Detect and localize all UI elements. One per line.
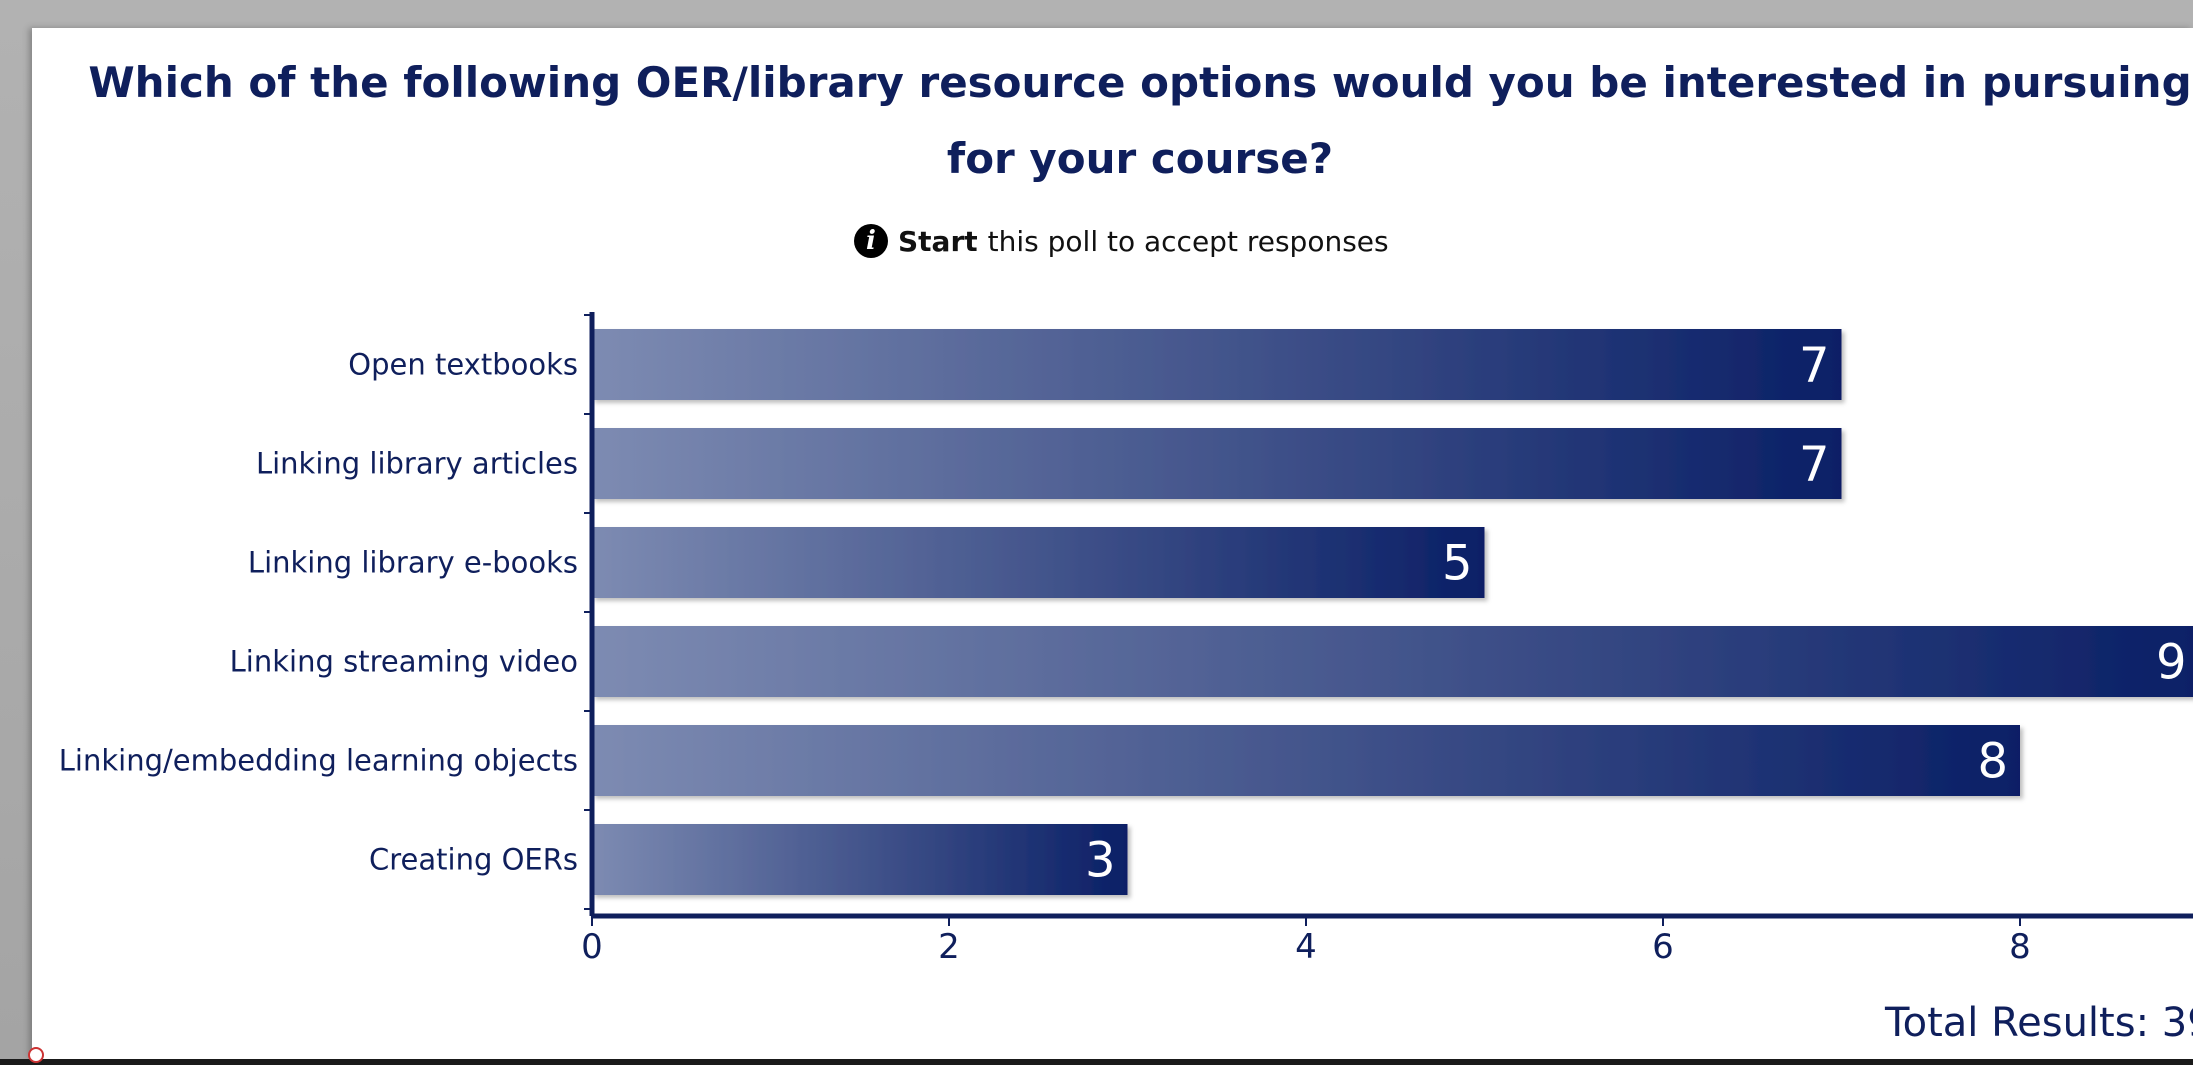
category-label-3: Linking streaming video bbox=[230, 645, 578, 679]
category-label-4: Linking/embedding learning objects bbox=[59, 744, 578, 778]
x-tick-label-1: 2 bbox=[938, 927, 960, 967]
category-label-0: Open textbooks bbox=[348, 348, 578, 382]
bar-2 bbox=[592, 527, 1485, 598]
bar-1 bbox=[592, 428, 1842, 499]
bar-value-label-1: 7 bbox=[1799, 437, 1830, 493]
x-tick-label-0: 0 bbox=[581, 927, 603, 967]
bar-3 bbox=[592, 626, 2193, 697]
bar-value-label-4: 8 bbox=[1977, 734, 2008, 790]
bar-4 bbox=[592, 725, 2020, 796]
bar-value-label-5: 3 bbox=[1085, 833, 1116, 889]
info-icon: i bbox=[854, 224, 888, 258]
x-tick-label-4: 8 bbox=[2009, 927, 2031, 967]
poll-title: Which of the following OER/library resou… bbox=[88, 58, 2192, 183]
bar-value-label-3: 9 bbox=[2156, 635, 2187, 691]
bar-value-label-2: 5 bbox=[1442, 536, 1473, 592]
bottom-bar bbox=[0, 1059, 2193, 1065]
poll-status-notice: i Start this poll to accept responses bbox=[854, 216, 1389, 266]
bar-0 bbox=[592, 329, 1842, 400]
category-label-5: Creating OERs bbox=[369, 843, 578, 877]
x-tick-label-3: 6 bbox=[1652, 927, 1674, 967]
record-indicator-icon bbox=[28, 1047, 44, 1063]
bar-5 bbox=[592, 824, 1128, 895]
bar-value-label-0: 7 bbox=[1799, 338, 1830, 394]
category-label-2: Linking library e-books bbox=[248, 546, 578, 580]
x-tick-label-2: 4 bbox=[1295, 927, 1317, 967]
total-results-label: Total Results: 39 bbox=[1884, 1000, 2193, 1046]
notice-text: this poll to accept responses bbox=[987, 224, 1389, 258]
category-label-1: Linking library articles bbox=[256, 447, 578, 481]
start-label[interactable]: Start bbox=[898, 224, 978, 258]
